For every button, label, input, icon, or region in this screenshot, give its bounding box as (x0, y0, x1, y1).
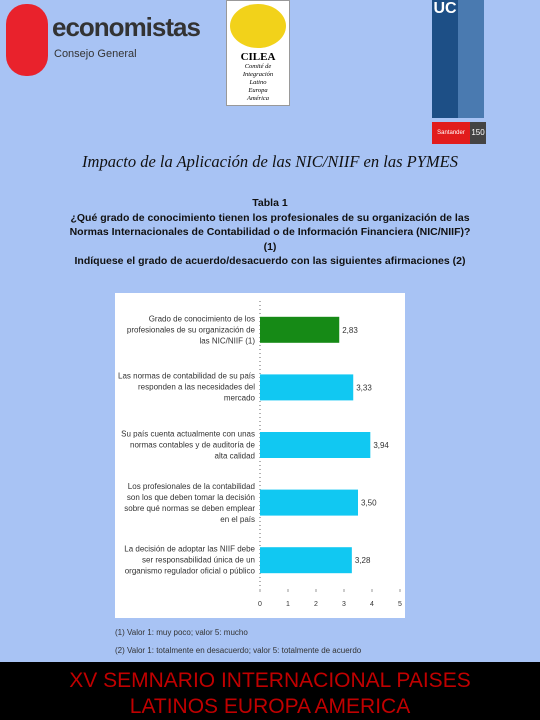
slide-title: Impacto de la Aplicación de las NIC/NIIF… (82, 152, 458, 171)
chart-question: ¿Qué grado de conocimiento tienen los pr… (70, 211, 470, 224)
chart-heading: Tabla 1 ¿Qué grado de conocimiento tiene… (60, 196, 480, 269)
logo-150: 150 (470, 122, 486, 144)
value-label: 3,94 (373, 441, 389, 450)
logo-subtext: Comité de Integración Latino Europa América (227, 63, 289, 103)
note: (1) Valor 1: muy poco; valor 5: mucho (115, 628, 248, 637)
footer: XV SEMNARIO INTERNACIONAL PAISES LATINOS … (0, 662, 540, 720)
logo-subtext-line: América (246, 95, 270, 102)
category-label: La decisión de adoptar las NIIF debe ser… (124, 544, 255, 576)
x-tick-label: 0 (258, 601, 262, 608)
bar (260, 489, 358, 516)
chart: 0 1 2 3 4 5 2,83 3,33 3,94 3,50 3,28 Grado de cono… (115, 293, 405, 618)
chart-question: Normas Internacionales de Contabilidad o… (69, 226, 471, 238)
value-label: 3,50 (361, 499, 377, 508)
category-label: Su país cuenta actualmente con unas norm… (121, 429, 255, 461)
plot: 0 1 2 3 4 5 2,83 3,33 3,94 3,50 3,28 (258, 301, 402, 608)
note: (2) Valor 1: totalmente en desacuerdo; v… (115, 646, 362, 655)
category-label: Grado de conocimiento de los profesional… (126, 314, 255, 346)
x-tick-label: 5 (398, 601, 402, 608)
logo-text: CILEA (240, 51, 276, 63)
chart-title: Tabla 1 (252, 197, 288, 209)
value-label: 3,33 (356, 383, 372, 392)
chart-question: Indíquese el grado de acuerdo/desacuerdo… (74, 255, 466, 267)
logo-text: Consejo General (54, 48, 137, 60)
notes: (1) Valor 1: muy poco; valor 5: mucho (2)… (115, 624, 361, 660)
category-label: Los profesionales de la contabilidad son… (124, 481, 255, 524)
logo-subtext-line: Integración (242, 71, 274, 78)
logo-uc2 (458, 0, 484, 118)
logo-mark (230, 4, 286, 48)
x-tick-label: 2 (314, 601, 318, 608)
x-tick-label: 1 (286, 601, 290, 608)
x-tick-label: 4 (370, 601, 374, 608)
bar (260, 547, 352, 574)
bar (260, 432, 371, 458)
category-label: Las normas de contabilidad de su país re… (118, 371, 255, 403)
bar (260, 374, 354, 401)
x-tick-label: 3 (342, 601, 346, 608)
logo-santander: Santander (432, 122, 470, 144)
logo-text: UC (433, 0, 457, 17)
value-label: 3,28 (355, 556, 371, 565)
bar (260, 316, 340, 343)
logo-text: economistas (52, 12, 201, 42)
footer-line: LATINOS EUROPA AMERICA (129, 695, 411, 718)
logo-subtext-line: Latino (249, 79, 267, 86)
value-label: 2,83 (342, 326, 358, 335)
footer-line: XV SEMNARIO INTERNACIONAL PAISES (69, 669, 471, 692)
logo-subtext-line: Europa (248, 87, 268, 94)
chart-question: (1) (263, 240, 277, 253)
logo-cilea: CILEA Comité de Integración Latino Europa Am… (226, 0, 290, 106)
logo-uc: UC (432, 0, 458, 118)
logo-mark (6, 4, 48, 76)
logo-subtext-line: Comité de (244, 63, 272, 70)
